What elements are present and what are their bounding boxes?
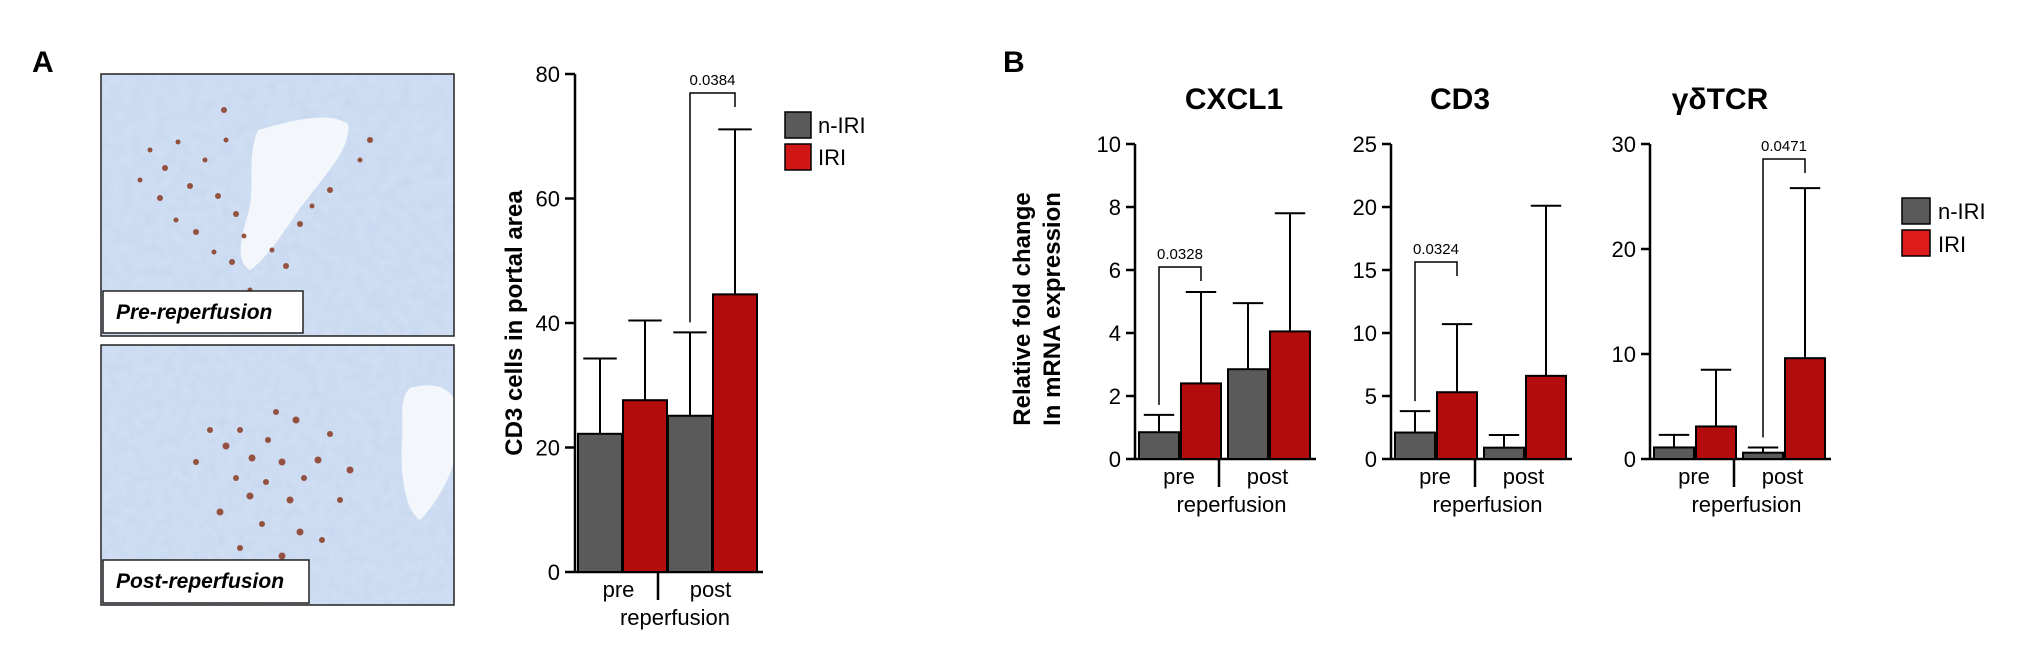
category-label-post: post bbox=[1762, 464, 1804, 489]
legend-b-swatch-iri bbox=[1901, 229, 1931, 257]
legend-b-swatch-n-iri bbox=[1901, 197, 1931, 225]
category-label-post: post bbox=[1247, 464, 1289, 489]
bar-n-iri-pre bbox=[1138, 431, 1180, 461]
bar-iri-post bbox=[712, 293, 758, 573]
chart-title: CXCL1 bbox=[1185, 83, 1283, 116]
category-label-pre: pre bbox=[603, 577, 635, 602]
stained-cells-post bbox=[193, 409, 354, 560]
chart-cd3: CD3 0 5 10 15 20 25 pre post reperfusion 0.0324 bbox=[1353, 83, 1572, 517]
bar-iri-pre bbox=[1436, 391, 1478, 460]
x-group-label: reperfusion bbox=[1691, 492, 1801, 517]
p-value-label: 0.0328 bbox=[1157, 246, 1203, 263]
p-value-label: 0.0384 bbox=[690, 72, 736, 89]
y-tick-label: 10 bbox=[1353, 321, 1377, 346]
x-group-label: reperfusion bbox=[1432, 492, 1542, 517]
legend-b-label-n-iri: n-IRI bbox=[1938, 199, 1986, 224]
significance-bracket bbox=[1762, 158, 1806, 438]
y-tick-label: 0 bbox=[1365, 447, 1377, 472]
histology-image-pre: Pre-reperfusion bbox=[100, 73, 455, 337]
histology-image-post: Post-reperfusion bbox=[100, 344, 455, 606]
y-axis-title: Relative fold change In mRNA expression bbox=[1009, 192, 1066, 426]
bar-n-iri-pre bbox=[577, 432, 623, 573]
category-label-pre: pre bbox=[1419, 464, 1451, 489]
bar-n-iri-post bbox=[1483, 446, 1525, 461]
y-axis-title: CD3 cells in portal area bbox=[501, 190, 528, 456]
legend-a-swatch-n-iri bbox=[784, 111, 812, 139]
category-label-post: post bbox=[690, 577, 732, 602]
panel-label-a: A bbox=[32, 46, 54, 79]
y-tick-label: 10 bbox=[1097, 132, 1121, 157]
bar-n-iri-pre bbox=[1394, 431, 1436, 461]
significance-bracket bbox=[1158, 266, 1202, 405]
bar-n-iri-post bbox=[667, 414, 713, 573]
y-tick-label: 15 bbox=[1353, 258, 1377, 283]
caption-post: Post-reperfusion bbox=[116, 570, 284, 593]
panel-label-b: B bbox=[1003, 46, 1025, 79]
y-tick-label: 25 bbox=[1353, 132, 1377, 157]
bar-iri-pre bbox=[622, 399, 668, 573]
y-tick-label: 80 bbox=[536, 62, 560, 87]
y-tick-label: 10 bbox=[1612, 342, 1636, 367]
bar-iri-pre bbox=[1695, 425, 1737, 461]
bar-n-iri-post bbox=[1742, 451, 1784, 461]
significance-bracket bbox=[689, 92, 736, 323]
y-axis-title-line: Relative fold change bbox=[1009, 192, 1036, 425]
bar-iri-post bbox=[1784, 357, 1826, 461]
category-label-post: post bbox=[1503, 464, 1545, 489]
legend-a-label-iri: IRI bbox=[818, 145, 846, 170]
y-tick-label: 4 bbox=[1109, 321, 1121, 346]
p-value-label: 0.0471 bbox=[1761, 138, 1807, 155]
chart-gdtcr: γδTCR 0 10 20 30 pre post reperfusion 0.0471 bbox=[1612, 83, 1831, 517]
y-tick-label: 0 bbox=[1109, 447, 1121, 472]
legend-b: n-IRI IRI bbox=[1901, 197, 1986, 257]
chart-cxcl1: CXCL1 0 2 4 6 8 10 Relative fold change In mRNA … bbox=[1009, 83, 1316, 517]
legend-a-label-n-iri: n-IRI bbox=[818, 113, 866, 138]
y-tick-label: 6 bbox=[1109, 258, 1121, 283]
bar-iri-pre bbox=[1180, 382, 1222, 460]
bar-iri-post bbox=[1525, 374, 1567, 460]
y-axis-title-line: CD3 cells in portal area bbox=[501, 190, 528, 456]
chart-title: γδTCR bbox=[1672, 83, 1769, 116]
y-tick-label: 60 bbox=[536, 187, 560, 212]
caption-pre: Pre-reperfusion bbox=[116, 301, 272, 324]
x-group-label: reperfusion bbox=[620, 605, 730, 630]
chart-title: CD3 bbox=[1430, 83, 1490, 116]
y-tick-label: 20 bbox=[1612, 237, 1636, 262]
chart-cd3-portal: 0 20 40 60 80 CD3 cells in portal area pre post… bbox=[501, 62, 763, 630]
x-group-label: reperfusion bbox=[1176, 492, 1286, 517]
y-tick-label: 0 bbox=[1624, 447, 1636, 472]
y-tick-label: 30 bbox=[1612, 132, 1636, 157]
bar-iri-post bbox=[1269, 330, 1311, 460]
legend-a: n-IRI IRI bbox=[784, 111, 866, 171]
bar-n-iri-pre bbox=[1653, 446, 1695, 461]
y-tick-label: 8 bbox=[1109, 195, 1121, 220]
y-axis-title-line: In mRNA expression bbox=[1039, 192, 1066, 426]
bar-n-iri-post bbox=[1227, 368, 1269, 461]
y-tick-label: 5 bbox=[1365, 384, 1377, 409]
significance-bracket bbox=[1414, 261, 1458, 402]
category-label-pre: pre bbox=[1163, 464, 1195, 489]
legend-a-swatch-iri bbox=[784, 143, 812, 171]
legend-b-label-iri: IRI bbox=[1938, 232, 1966, 257]
category-label-pre: pre bbox=[1678, 464, 1710, 489]
y-tick-label: 20 bbox=[1353, 195, 1377, 220]
y-tick-label: 20 bbox=[536, 436, 560, 461]
y-tick-label: 2 bbox=[1109, 384, 1121, 409]
p-value-label: 0.0324 bbox=[1413, 241, 1459, 258]
y-tick-label: 0 bbox=[548, 560, 560, 585]
y-tick-label: 40 bbox=[536, 311, 560, 336]
stained-cells-pre bbox=[137, 107, 373, 293]
